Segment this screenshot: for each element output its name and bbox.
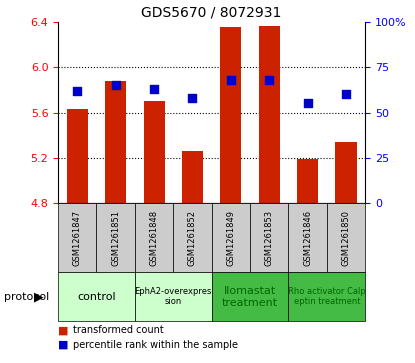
Text: ■: ■ (58, 325, 68, 335)
Text: ▶: ▶ (34, 290, 44, 303)
Bar (220, 28, 242, 203)
Point (227, 77, 234, 83)
Text: control: control (77, 292, 116, 302)
Text: GSM1261848: GSM1261848 (149, 210, 159, 266)
Bar (297, 159, 318, 203)
Text: Ilomastat
treatment: Ilomastat treatment (222, 286, 278, 307)
Point (112, 82, 119, 88)
Text: protocol: protocol (4, 292, 49, 302)
Bar (144, 101, 165, 203)
Text: GSM1261850: GSM1261850 (342, 210, 351, 266)
Text: GSM1261849: GSM1261849 (226, 210, 235, 266)
Text: ■: ■ (58, 340, 68, 350)
Title: GDS5670 / 8072931: GDS5670 / 8072931 (142, 5, 282, 19)
Point (266, 77, 273, 83)
Text: GSM1261853: GSM1261853 (265, 210, 274, 266)
Text: GSM1261847: GSM1261847 (73, 210, 82, 266)
Point (189, 95, 196, 101)
Text: GSM1261846: GSM1261846 (303, 210, 312, 266)
Point (343, 91, 349, 97)
Point (74, 88, 81, 94)
Text: Rho activator Calp
eptin treatment: Rho activator Calp eptin treatment (288, 287, 366, 306)
Bar (182, 151, 203, 203)
Bar (335, 142, 356, 203)
Bar (105, 81, 126, 203)
Text: percentile rank within the sample: percentile rank within the sample (73, 340, 238, 350)
Text: transformed count: transformed count (73, 325, 164, 335)
Text: EphA2-overexpres
sion: EphA2-overexpres sion (134, 287, 212, 306)
Text: GSM1261851: GSM1261851 (111, 210, 120, 266)
Point (151, 86, 157, 92)
Point (304, 101, 311, 106)
Bar (259, 26, 280, 203)
Bar (67, 109, 88, 203)
Text: GSM1261852: GSM1261852 (188, 210, 197, 266)
